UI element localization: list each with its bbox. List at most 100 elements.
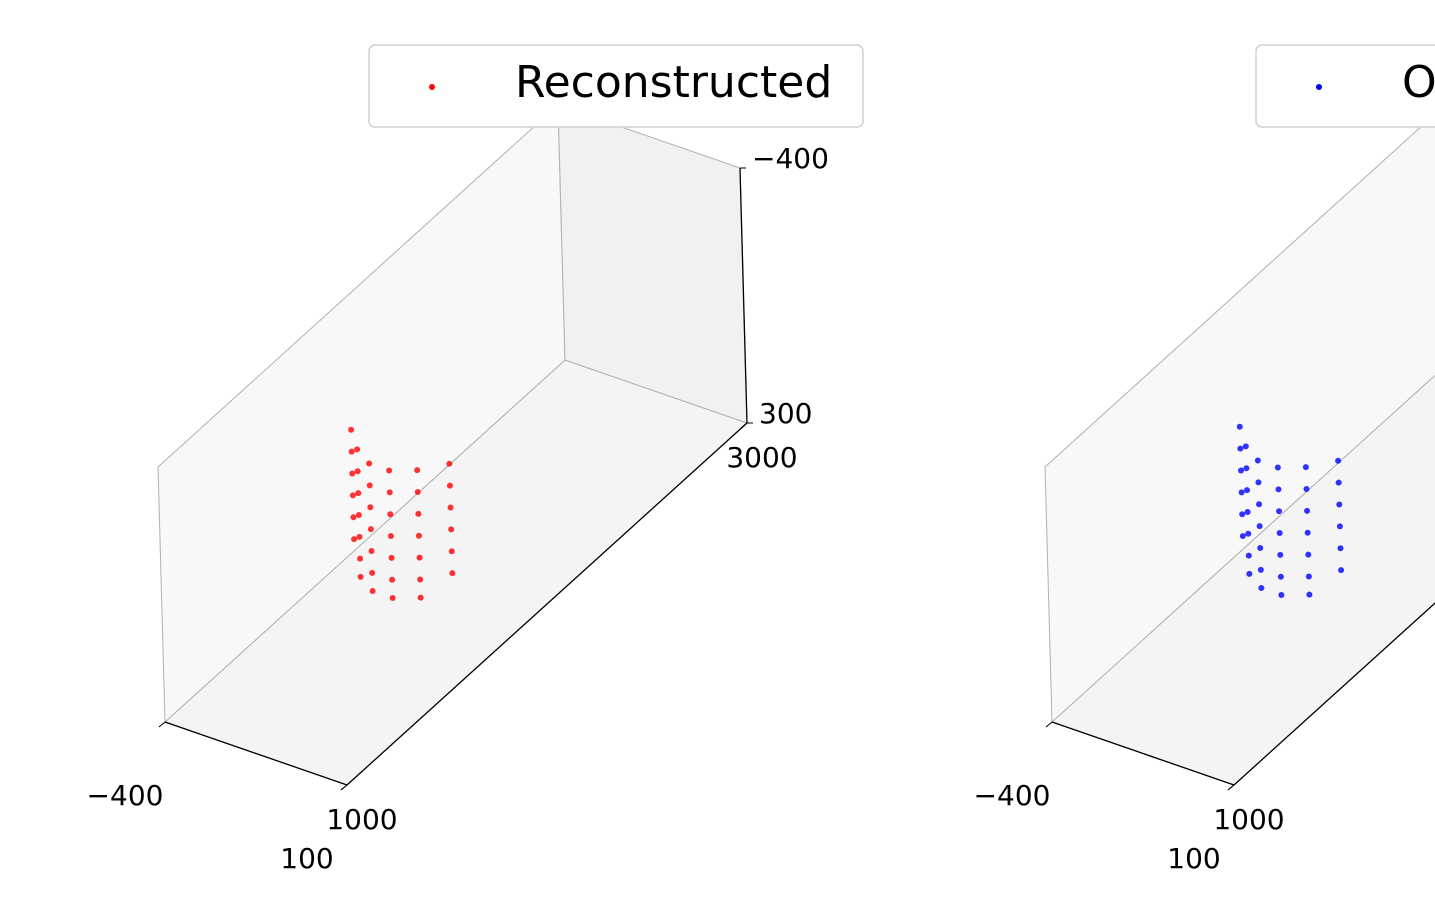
data-point [356,533,363,540]
data-point [415,510,422,517]
data-point [1238,489,1245,496]
data-point [357,573,364,580]
data-point [1306,591,1313,598]
data-point [1305,573,1312,580]
data-point [1244,508,1251,515]
z-tick-label: −400 [752,142,829,175]
data-point [1244,487,1251,494]
data-point [446,482,453,489]
data-point [1335,479,1342,486]
data-point [1305,551,1312,558]
legend-marker [1316,84,1322,90]
data-point [1278,591,1285,598]
data-point [416,554,423,561]
data-point [386,467,393,474]
data-point [1277,551,1284,558]
data-point [1239,533,1246,540]
data-point [449,570,456,577]
data-point [354,468,361,475]
data-point [1336,501,1343,508]
y-tick-label: 3000 [726,441,797,474]
legend-box [1255,44,1435,128]
data-point [367,504,374,511]
data-point [348,426,355,433]
data-point [388,554,395,561]
data-point [1303,486,1310,493]
data-point [1246,570,1253,577]
x-tick [1045,721,1053,728]
data-point [369,569,376,576]
y-tick [740,422,748,429]
data-point [366,460,373,467]
data-point [1304,529,1311,536]
data-point [448,526,455,533]
side-pane [1044,113,1435,724]
data-point [448,548,455,555]
data-point [1236,423,1243,430]
data-point [1255,479,1262,486]
data-point [1254,457,1261,464]
data-point [354,446,361,453]
data-point [369,588,376,595]
x-tick-label: 100 [1167,842,1220,875]
data-point [1304,507,1311,514]
data-point [349,470,356,477]
y-axis [346,422,748,786]
data-point [1302,464,1309,471]
data-point [1257,566,1264,573]
data-point [1237,445,1244,452]
data-point [1238,467,1244,474]
z-tick-label: 300 [759,397,812,430]
data-point [366,482,373,489]
legend-box [368,44,864,128]
data-point [417,576,424,583]
data-point [1243,465,1250,472]
x-tick-label: −400 [974,779,1051,812]
data-point [355,490,362,497]
data-point [350,514,357,521]
z-axis [739,167,748,424]
data-point [417,594,424,601]
x-axis [164,721,348,786]
x-tick-label: 100 [280,842,333,875]
data-point [386,489,393,496]
y-tick-label: 1000 [326,803,397,836]
data-point [1276,508,1283,515]
data-point [1258,585,1265,592]
legend-label: Original [1402,57,1435,108]
y-tick-label: 1000 [1213,803,1284,836]
data-point [415,532,422,539]
y-tick [1227,784,1235,791]
data-point [1239,511,1246,518]
data-point [447,504,454,511]
data-point [351,536,358,543]
data-point [349,492,356,499]
data-point [1276,530,1283,537]
data-point [1274,464,1281,471]
data-point [1245,530,1252,537]
data-point [355,511,362,518]
data-point [389,576,396,583]
data-point [1336,523,1343,530]
x-tick-label: −400 [87,779,164,812]
data-point [387,533,394,540]
data-point [1245,552,1252,559]
data-point [1338,567,1345,574]
data-point [414,467,421,474]
legend-label: Reconstructed [515,57,832,108]
data-point [357,555,364,562]
data-point [1277,573,1284,580]
legend-marker [429,84,435,90]
data-point [446,460,453,467]
data-point [1337,545,1344,552]
data-point [1335,457,1342,464]
data-point [1275,486,1282,493]
data-point [1242,443,1249,450]
y-tick [340,784,348,791]
data-point [387,511,394,518]
data-point [348,448,355,455]
subplot: −400 100 1000 3000 300 −400 Reconstructed [87,44,864,875]
data-point [368,547,375,554]
